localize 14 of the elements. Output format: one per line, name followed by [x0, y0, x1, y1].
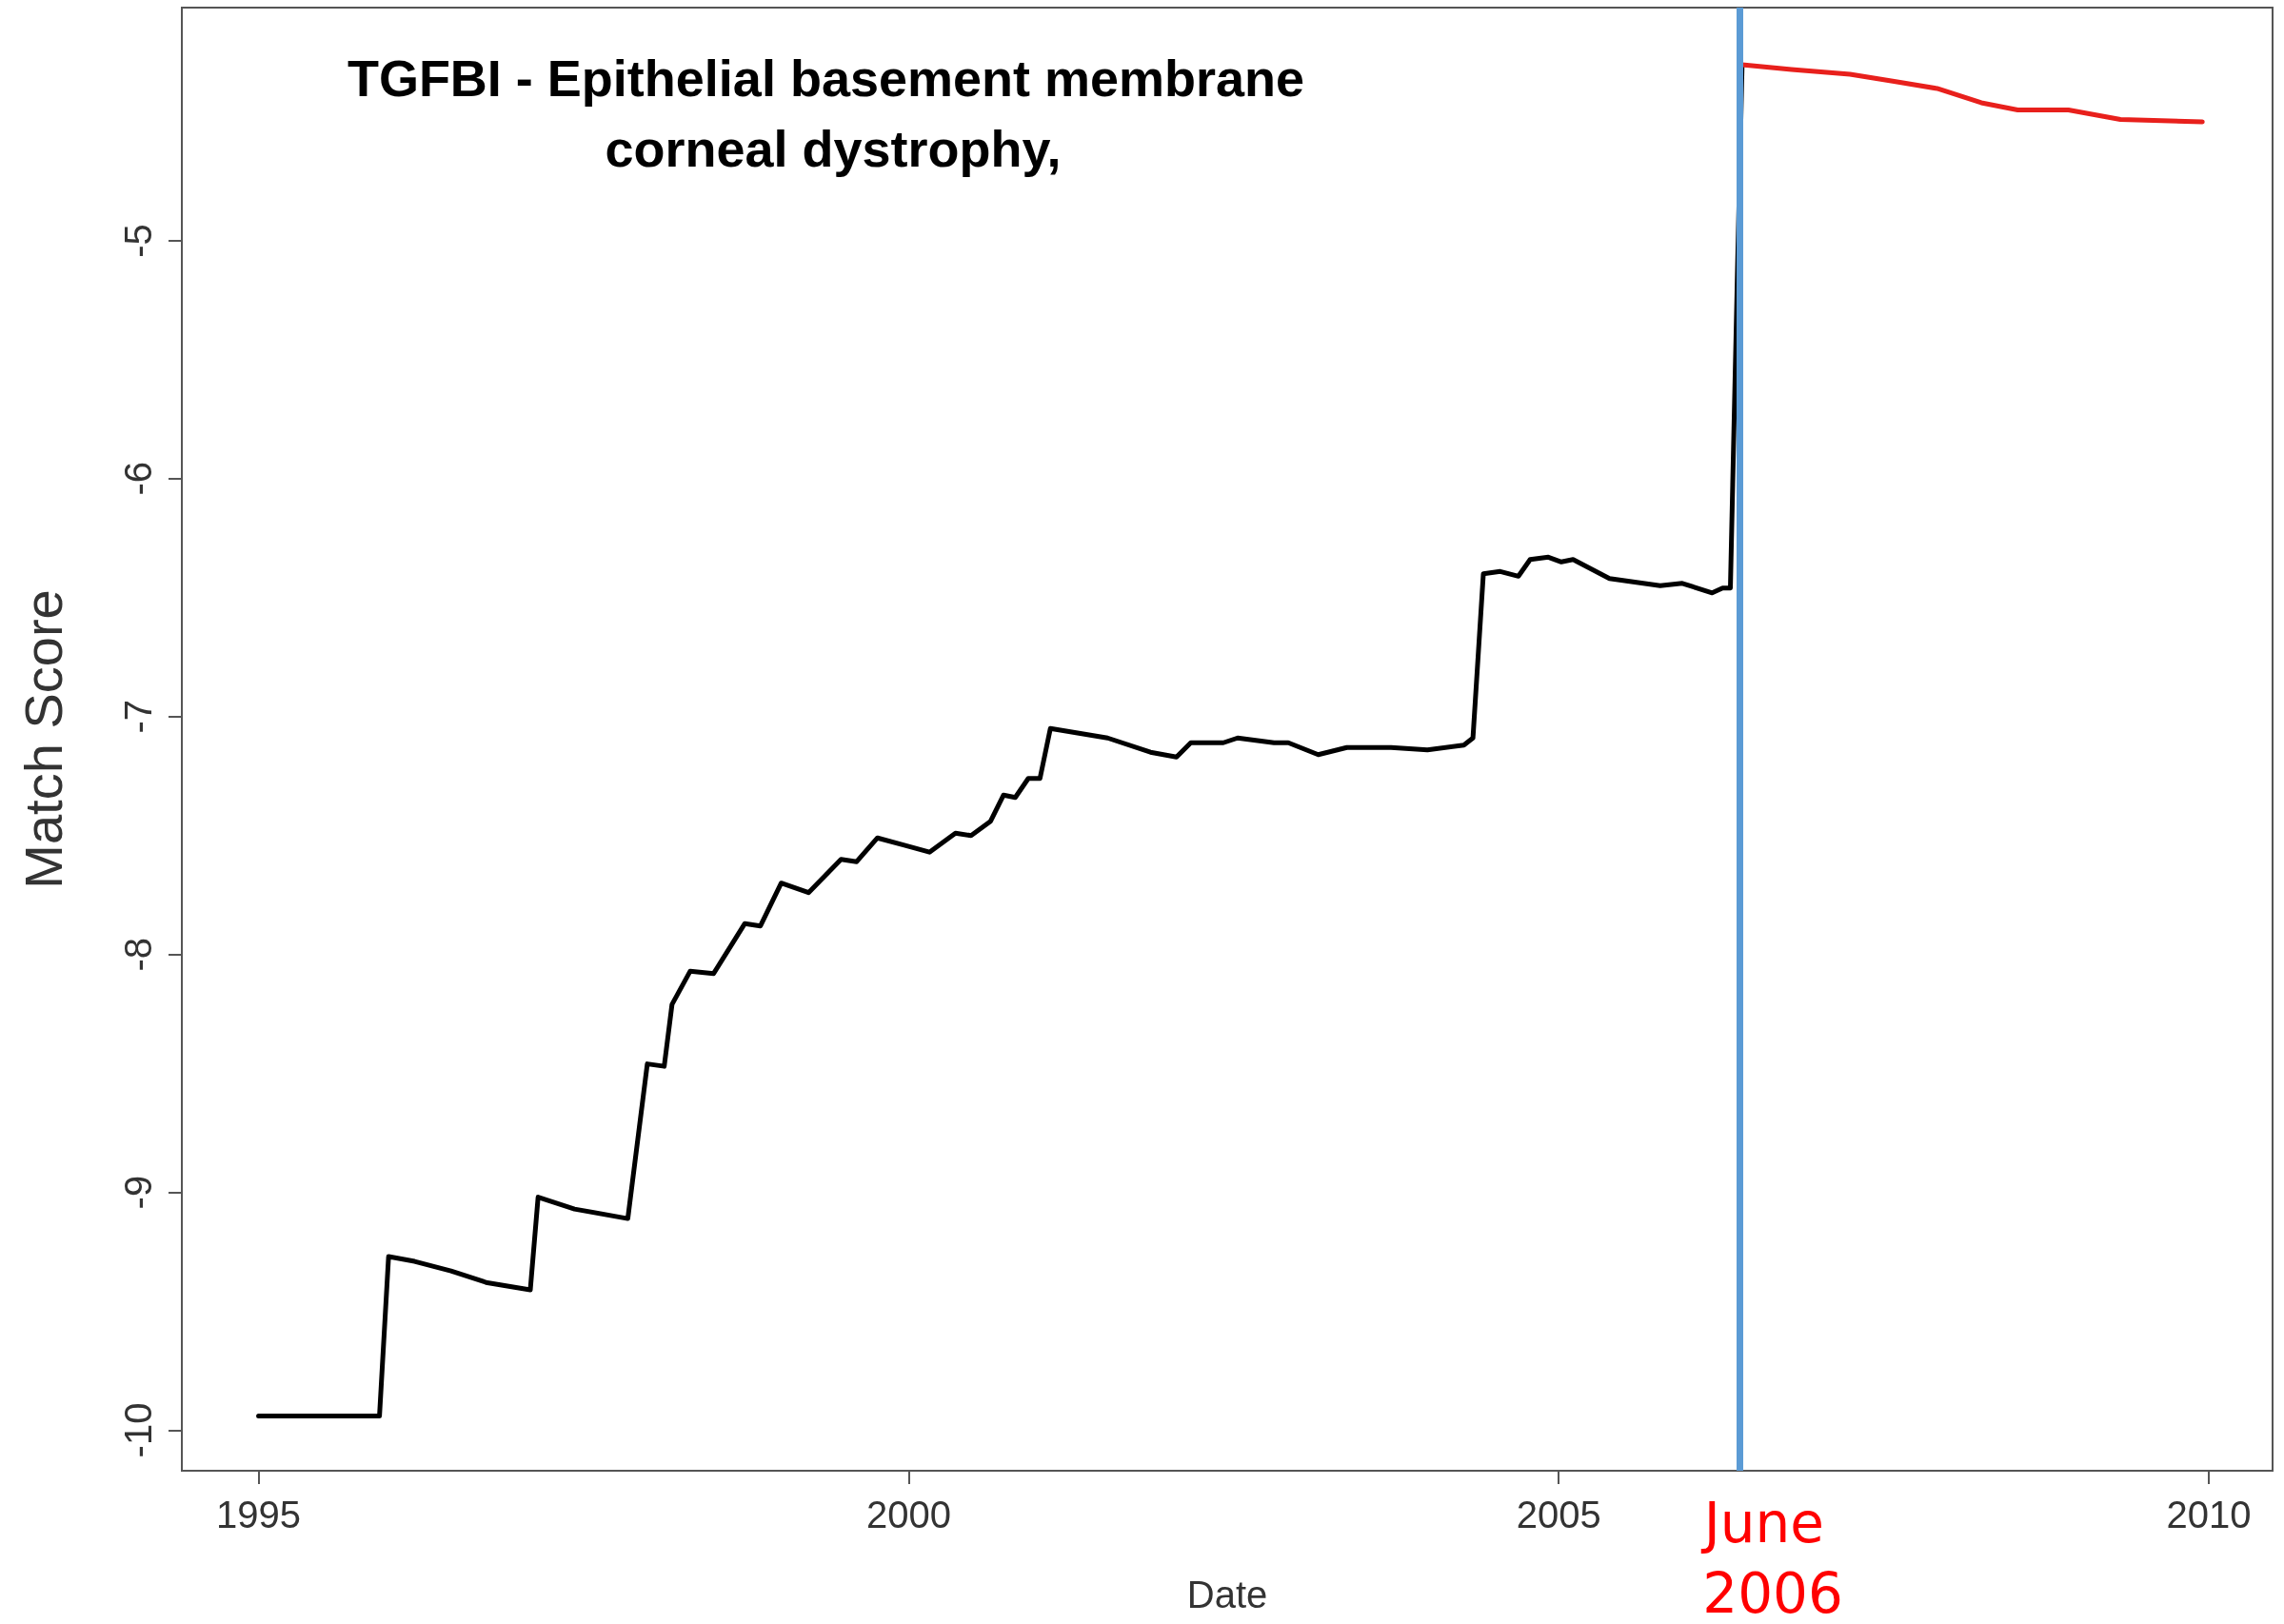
y-tick-label: -8	[117, 937, 159, 972]
x-tick-label: 2005	[1516, 1494, 1601, 1535]
y-tick-label: -7	[117, 699, 159, 734]
x-tick-label: 1995	[216, 1494, 302, 1535]
y-tick-label: -9	[117, 1175, 159, 1210]
text: TGFBI - Epithelial basement membrane corneal dystrophy,	[347, 50, 1320, 177]
y-tick-label: -6	[117, 462, 159, 496]
x-tick-label: 2010	[2166, 1494, 2252, 1535]
y-axis-title: Match Score	[12, 589, 73, 889]
ref-line-label: June 2006	[1700, 1491, 1843, 1624]
x-axis-title: Date	[1186, 1574, 1268, 1615]
y-tick-label: -10	[117, 1402, 159, 1458]
x-tick-label: 2000	[865, 1494, 951, 1535]
y-tick-label: -5	[117, 224, 159, 258]
